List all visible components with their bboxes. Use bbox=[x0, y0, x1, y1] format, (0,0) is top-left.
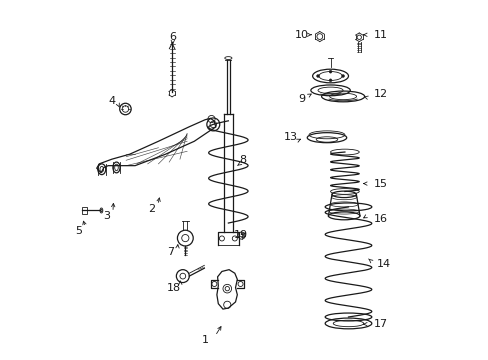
Text: 5: 5 bbox=[75, 226, 82, 236]
Text: 10: 10 bbox=[294, 30, 308, 40]
Circle shape bbox=[341, 75, 344, 77]
Text: 14: 14 bbox=[376, 259, 390, 269]
Text: 7: 7 bbox=[167, 247, 174, 257]
Text: 12: 12 bbox=[373, 89, 387, 99]
Text: 3: 3 bbox=[103, 211, 110, 221]
Text: 4: 4 bbox=[108, 96, 115, 106]
Text: 19: 19 bbox=[233, 230, 247, 239]
Circle shape bbox=[328, 70, 331, 73]
Text: 8: 8 bbox=[239, 155, 246, 165]
Text: 16: 16 bbox=[373, 215, 387, 224]
Text: 11: 11 bbox=[373, 30, 387, 40]
Text: 18: 18 bbox=[166, 283, 181, 293]
Circle shape bbox=[316, 75, 319, 77]
Text: 17: 17 bbox=[373, 319, 387, 329]
Text: 15: 15 bbox=[373, 179, 387, 189]
Text: 2: 2 bbox=[147, 204, 155, 214]
Text: 13: 13 bbox=[284, 132, 298, 142]
Text: 9: 9 bbox=[298, 94, 305, 104]
Text: 6: 6 bbox=[169, 32, 176, 41]
Circle shape bbox=[328, 79, 331, 82]
Text: 1: 1 bbox=[201, 334, 208, 345]
